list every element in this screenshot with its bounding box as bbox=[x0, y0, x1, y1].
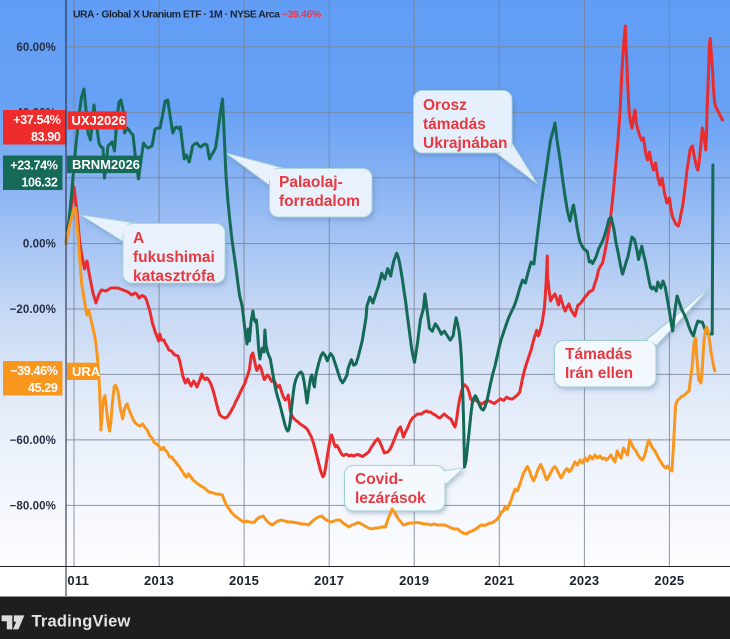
svg-text:forradalom: forradalom bbox=[279, 193, 360, 210]
svg-text:2019: 2019 bbox=[399, 573, 429, 588]
svg-text:−39.46%: −39.46% bbox=[10, 364, 57, 378]
svg-text:2013: 2013 bbox=[144, 573, 174, 588]
svg-text:BRNM2026: BRNM2026 bbox=[72, 157, 140, 172]
svg-text:katasztrófa: katasztrófa bbox=[133, 268, 215, 285]
svg-text:60.00%: 60.00% bbox=[16, 42, 56, 54]
svg-text:UXJ2026: UXJ2026 bbox=[72, 113, 126, 128]
svg-text:2021: 2021 bbox=[484, 573, 514, 588]
svg-text:+23.74%: +23.74% bbox=[10, 158, 57, 172]
svg-text:−80.00%: −80.00% bbox=[10, 500, 56, 512]
svg-text:2015: 2015 bbox=[229, 573, 259, 588]
svg-text:Irán ellen: Irán ellen bbox=[565, 365, 633, 382]
svg-text:URA · Global X Uranium ETF · 1: URA · Global X Uranium ETF · 1M · NYSE A… bbox=[73, 10, 321, 21]
svg-text:A: A bbox=[133, 230, 144, 247]
svg-text:+37.54%: +37.54% bbox=[13, 113, 60, 127]
svg-text:106.32: 106.32 bbox=[21, 175, 58, 189]
svg-text:−20.00%: −20.00% bbox=[10, 304, 56, 316]
svg-text:lezárások: lezárások bbox=[355, 490, 426, 507]
svg-text:−60.00%: −60.00% bbox=[10, 435, 56, 447]
svg-text:TradingView: TradingView bbox=[32, 613, 131, 631]
svg-text:Palaolaj-: Palaolaj- bbox=[279, 174, 343, 191]
svg-text:Orosz: Orosz bbox=[423, 97, 467, 114]
svg-text:Támadás: Támadás bbox=[565, 346, 632, 363]
svg-text:2025: 2025 bbox=[654, 573, 684, 588]
svg-text:2011: 2011 bbox=[60, 573, 89, 588]
svg-text:URA: URA bbox=[72, 364, 101, 379]
svg-text:fukushimai: fukushimai bbox=[133, 249, 215, 266]
svg-text:2017: 2017 bbox=[314, 573, 344, 588]
svg-text:támadás: támadás bbox=[423, 116, 486, 133]
svg-text:0.00%: 0.00% bbox=[23, 239, 56, 251]
svg-text:45.29: 45.29 bbox=[28, 381, 58, 395]
svg-text:Ukrajnában: Ukrajnában bbox=[423, 135, 507, 152]
svg-text:Covid-: Covid- bbox=[355, 471, 403, 488]
svg-text:83.90: 83.90 bbox=[31, 130, 61, 144]
svg-text:2023: 2023 bbox=[569, 573, 599, 588]
